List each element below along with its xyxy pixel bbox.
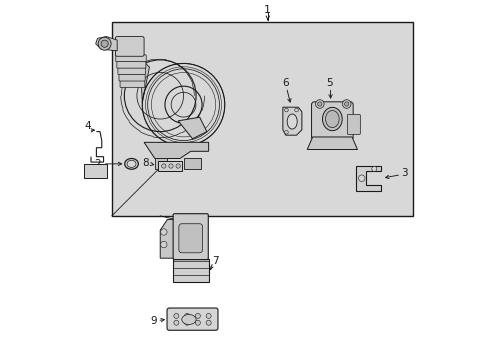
Circle shape	[206, 314, 211, 319]
Bar	[112, 22, 412, 216]
FancyBboxPatch shape	[167, 308, 218, 330]
FancyBboxPatch shape	[119, 74, 145, 81]
Ellipse shape	[322, 107, 342, 131]
Circle shape	[342, 100, 350, 108]
Circle shape	[206, 320, 211, 325]
Bar	[183, 158, 201, 169]
Polygon shape	[160, 220, 174, 258]
Circle shape	[195, 314, 200, 319]
Circle shape	[162, 164, 165, 168]
Circle shape	[176, 164, 180, 168]
Polygon shape	[96, 37, 117, 51]
Circle shape	[358, 175, 364, 181]
Polygon shape	[355, 166, 380, 191]
FancyBboxPatch shape	[120, 81, 144, 87]
FancyBboxPatch shape	[179, 224, 202, 253]
Ellipse shape	[325, 111, 339, 128]
FancyBboxPatch shape	[118, 68, 145, 75]
Polygon shape	[306, 137, 357, 149]
Ellipse shape	[182, 315, 196, 324]
FancyBboxPatch shape	[116, 55, 146, 62]
Text: 1: 1	[264, 5, 271, 15]
Text: 8: 8	[142, 158, 149, 168]
Circle shape	[184, 314, 189, 319]
Text: 2: 2	[94, 159, 101, 169]
Circle shape	[101, 40, 108, 47]
Text: 9: 9	[150, 316, 157, 325]
Circle shape	[294, 108, 298, 112]
Polygon shape	[135, 54, 149, 103]
Circle shape	[160, 241, 167, 248]
Polygon shape	[144, 142, 208, 158]
Circle shape	[195, 320, 200, 325]
FancyBboxPatch shape	[311, 102, 352, 140]
Bar	[155, 158, 167, 169]
FancyBboxPatch shape	[117, 61, 145, 68]
Circle shape	[317, 102, 321, 106]
Circle shape	[284, 131, 287, 134]
Text: 3: 3	[400, 168, 407, 178]
Text: 5: 5	[326, 78, 332, 88]
Circle shape	[160, 229, 167, 235]
Polygon shape	[178, 117, 206, 139]
Bar	[172, 259, 208, 282]
FancyBboxPatch shape	[346, 114, 360, 134]
Circle shape	[184, 320, 189, 325]
Circle shape	[315, 100, 324, 108]
FancyBboxPatch shape	[115, 37, 144, 56]
Ellipse shape	[286, 114, 297, 129]
Circle shape	[284, 108, 287, 112]
Circle shape	[174, 314, 179, 319]
Text: 7: 7	[212, 256, 219, 266]
Text: 4: 4	[84, 121, 91, 131]
FancyBboxPatch shape	[158, 161, 182, 171]
FancyBboxPatch shape	[83, 164, 107, 178]
Circle shape	[168, 164, 173, 168]
Circle shape	[344, 102, 348, 106]
Circle shape	[174, 320, 179, 325]
Circle shape	[371, 166, 376, 171]
Polygon shape	[282, 107, 301, 135]
Circle shape	[98, 37, 111, 50]
Text: 6: 6	[282, 78, 288, 88]
FancyBboxPatch shape	[173, 214, 208, 260]
